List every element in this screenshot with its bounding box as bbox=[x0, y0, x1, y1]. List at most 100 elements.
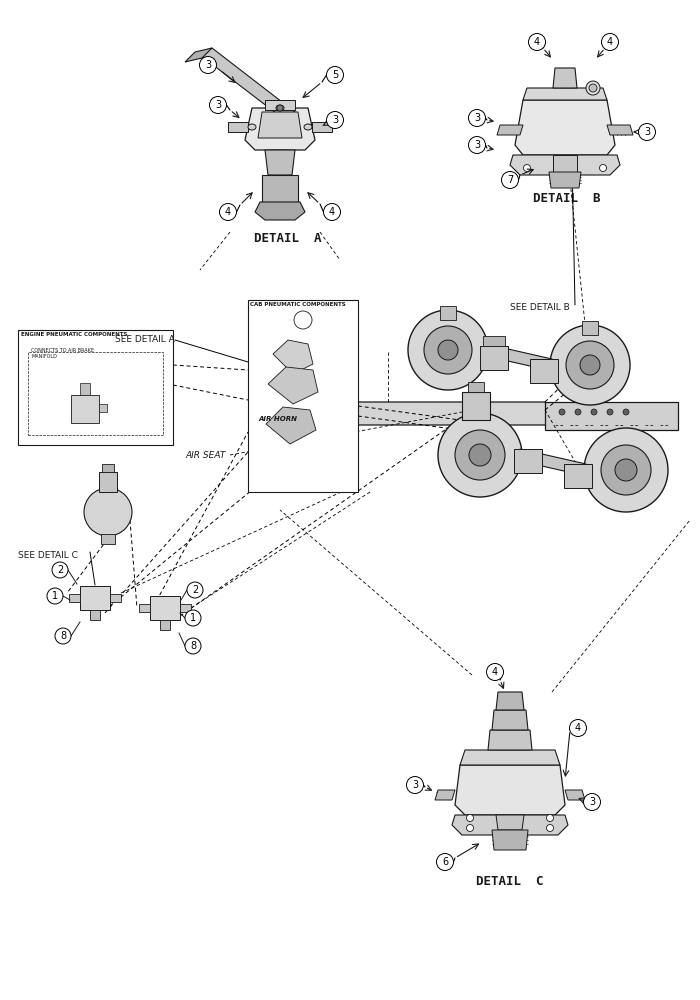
Text: 5: 5 bbox=[332, 70, 338, 80]
Circle shape bbox=[547, 814, 554, 822]
Circle shape bbox=[466, 824, 473, 832]
Circle shape bbox=[294, 311, 312, 329]
Polygon shape bbox=[200, 48, 295, 120]
Circle shape bbox=[326, 66, 344, 84]
Polygon shape bbox=[435, 790, 455, 800]
Circle shape bbox=[486, 664, 503, 680]
Bar bbox=[530, 359, 558, 383]
Polygon shape bbox=[228, 122, 248, 132]
Circle shape bbox=[501, 172, 519, 188]
Circle shape bbox=[528, 33, 545, 50]
Circle shape bbox=[455, 430, 505, 480]
Text: 3: 3 bbox=[332, 115, 338, 125]
Circle shape bbox=[437, 854, 454, 870]
Text: 8: 8 bbox=[60, 631, 66, 641]
Circle shape bbox=[469, 444, 491, 466]
Text: CAB PNEUMATIC COMPONENTS: CAB PNEUMATIC COMPONENTS bbox=[250, 302, 346, 307]
Polygon shape bbox=[553, 155, 577, 172]
Text: 3: 3 bbox=[474, 113, 480, 123]
Polygon shape bbox=[160, 620, 170, 630]
Circle shape bbox=[559, 409, 565, 415]
Polygon shape bbox=[180, 604, 191, 612]
Polygon shape bbox=[265, 100, 295, 110]
Text: 6: 6 bbox=[442, 857, 448, 867]
Text: SEE DETAIL B: SEE DETAIL B bbox=[510, 304, 570, 312]
Circle shape bbox=[408, 310, 488, 390]
Circle shape bbox=[584, 794, 601, 810]
Polygon shape bbox=[139, 604, 150, 612]
Text: SEE DETAIL C: SEE DETAIL C bbox=[18, 550, 78, 560]
Bar bbox=[99, 404, 107, 412]
Circle shape bbox=[55, 628, 71, 644]
Bar bbox=[468, 382, 484, 392]
Circle shape bbox=[187, 582, 203, 598]
Polygon shape bbox=[492, 830, 528, 850]
Circle shape bbox=[615, 459, 637, 481]
Polygon shape bbox=[262, 175, 298, 202]
Circle shape bbox=[326, 111, 344, 128]
Polygon shape bbox=[455, 765, 565, 815]
Polygon shape bbox=[460, 750, 560, 765]
Circle shape bbox=[466, 814, 473, 822]
Polygon shape bbox=[110, 594, 121, 602]
Bar bbox=[102, 464, 114, 472]
Circle shape bbox=[591, 409, 597, 415]
Circle shape bbox=[323, 204, 340, 221]
Bar bbox=[28, 352, 163, 435]
Polygon shape bbox=[452, 815, 568, 835]
Text: 1: 1 bbox=[52, 591, 58, 601]
Polygon shape bbox=[486, 344, 552, 371]
Polygon shape bbox=[549, 172, 581, 188]
Bar bbox=[564, 464, 592, 488]
Polygon shape bbox=[90, 610, 100, 620]
Text: 7: 7 bbox=[507, 175, 513, 185]
Circle shape bbox=[524, 164, 531, 172]
Bar bbox=[480, 346, 508, 370]
Circle shape bbox=[277, 105, 283, 111]
Polygon shape bbox=[515, 100, 615, 155]
Text: 8: 8 bbox=[190, 641, 196, 651]
Polygon shape bbox=[523, 88, 607, 100]
Polygon shape bbox=[345, 402, 555, 425]
Text: 4: 4 bbox=[225, 207, 231, 217]
Polygon shape bbox=[497, 125, 523, 135]
Polygon shape bbox=[488, 730, 532, 750]
Circle shape bbox=[599, 164, 606, 172]
Text: ENGINE PNEUMATIC COMPONENTS: ENGINE PNEUMATIC COMPONENTS bbox=[21, 332, 127, 337]
Circle shape bbox=[407, 776, 424, 794]
Circle shape bbox=[438, 413, 522, 497]
Bar bbox=[483, 336, 505, 346]
Bar bbox=[80, 586, 110, 610]
Polygon shape bbox=[496, 815, 524, 830]
Text: 4: 4 bbox=[534, 37, 540, 47]
Circle shape bbox=[52, 562, 68, 578]
Text: 2: 2 bbox=[192, 585, 198, 595]
Polygon shape bbox=[245, 108, 315, 150]
Circle shape bbox=[185, 610, 201, 626]
Bar bbox=[514, 449, 542, 473]
Circle shape bbox=[607, 409, 613, 415]
Polygon shape bbox=[496, 692, 524, 710]
Ellipse shape bbox=[276, 105, 284, 111]
Bar bbox=[150, 596, 180, 620]
Text: 4: 4 bbox=[607, 37, 613, 47]
Polygon shape bbox=[185, 48, 212, 62]
Circle shape bbox=[575, 409, 581, 415]
Text: DETAIL  B: DETAIL B bbox=[533, 192, 601, 205]
Text: CONNECTS TO AIR BRAKE
MANIFOLD: CONNECTS TO AIR BRAKE MANIFOLD bbox=[31, 348, 94, 359]
Ellipse shape bbox=[248, 124, 256, 130]
Text: DETAIL  A: DETAIL A bbox=[254, 232, 322, 245]
Text: 4: 4 bbox=[329, 207, 335, 217]
Text: 3: 3 bbox=[412, 780, 418, 790]
Circle shape bbox=[468, 136, 486, 153]
Polygon shape bbox=[255, 202, 305, 220]
Circle shape bbox=[638, 123, 655, 140]
Circle shape bbox=[468, 109, 486, 126]
Polygon shape bbox=[565, 790, 585, 800]
Bar bbox=[462, 392, 490, 420]
Text: DETAIL  C: DETAIL C bbox=[476, 875, 544, 888]
Text: SEE DETAIL A: SEE DETAIL A bbox=[115, 336, 175, 344]
Text: 4: 4 bbox=[492, 667, 498, 677]
Text: 3: 3 bbox=[205, 60, 211, 70]
Polygon shape bbox=[545, 402, 678, 430]
